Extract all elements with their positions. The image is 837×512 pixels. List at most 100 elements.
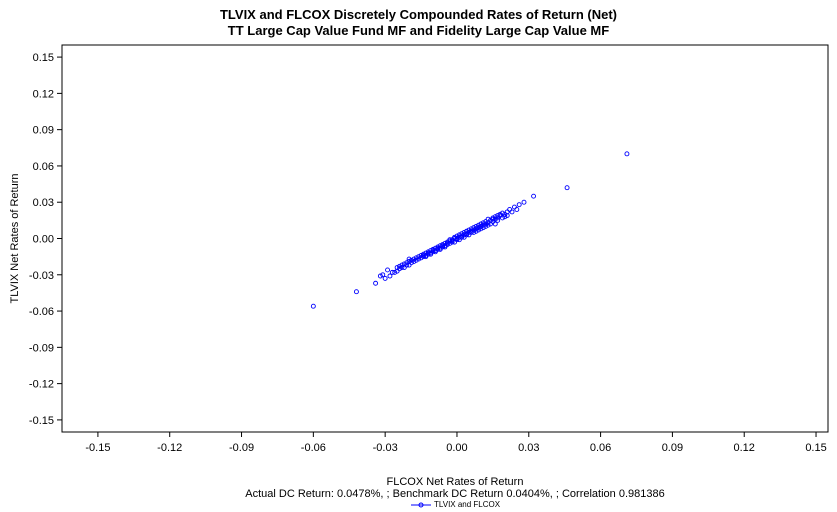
data-point [444,240,450,246]
x-tick-label: 0.06 [590,442,611,454]
data-point [466,232,472,238]
data-point [516,202,522,208]
x-tick-label: -0.15 [85,442,110,454]
data-point [478,223,484,229]
data-point [423,254,429,260]
data-point [468,228,474,234]
data-point [425,250,431,256]
data-point [495,217,501,223]
data-point [373,280,379,286]
y-axis-label: TLVIX Net Rates of Return [9,173,21,303]
chart-footnote: Actual DC Return: 0.0478%, ; Benchmark D… [245,488,665,500]
data-point [452,239,458,245]
data-point [392,269,398,275]
data-point [473,228,479,234]
data-point [478,226,484,232]
data-point [421,252,426,258]
y-tick-label: -0.12 [29,379,54,391]
data-point [500,215,505,221]
data-point [404,260,410,266]
data-point [442,244,448,250]
data-point [380,272,386,278]
data-point [504,213,510,218]
x-tick-label: 0.15 [805,442,826,454]
data-point [428,251,434,257]
x-tick-label: 0.09 [662,442,683,454]
data-point [492,216,498,222]
data-point [495,215,501,221]
data-point [492,221,498,227]
data-point [497,211,503,217]
data-point [461,230,467,235]
data-point [399,265,405,270]
x-tick-label: -0.06 [301,442,326,454]
y-tick-label: 0.09 [33,125,54,137]
x-axis: -0.15 -0.12 -0.09 -0.06 -0.03 0.00 0.03 0.06 0.0… [85,432,827,454]
data-point [480,220,486,226]
data-point [509,209,515,215]
data-point [473,223,479,229]
data-point [452,234,458,240]
data-point [624,151,630,157]
legend: TLVIX and FLCOX [0,500,837,509]
data-point [399,262,405,268]
data-point [478,221,484,227]
data-point [456,232,462,238]
data-point [480,222,486,228]
data-point [413,255,419,261]
data-point [476,225,481,231]
data-point [456,237,462,243]
data-point [440,243,446,249]
data-point [409,257,414,263]
data-point [389,269,395,275]
y-tick-label: 0.00 [33,234,54,246]
data-point [353,289,359,295]
data-point [564,185,570,191]
x-tick-label: 0.03 [518,442,539,454]
data-point [459,233,465,239]
data-point [437,246,443,252]
plot-frame [61,44,829,433]
data-point [483,221,489,227]
y-tick-label: -0.15 [29,415,54,427]
chart-title: TLVIX and FLCOX Discretely Compounded Ra… [219,7,617,22]
plot-area-border [61,44,829,433]
data-point [382,275,388,281]
y-tick-label: 0.12 [33,88,54,100]
data-point [447,240,453,246]
x-tick-label: 0.12 [734,442,755,454]
data-point [435,245,441,251]
data-point [377,273,383,279]
data-point [521,199,527,205]
data-point [476,222,481,228]
data-point [394,265,400,270]
data-point [411,256,417,262]
y-tick-label: -0.09 [29,342,54,354]
data-point [454,236,460,241]
data-point [385,267,390,273]
data-point [480,225,486,231]
x-tick-label: -0.09 [229,442,254,454]
x-axis-label: FLCOX Net Rates of Return [386,476,524,488]
data-point [485,216,491,222]
data-point [416,256,422,262]
x-tick-label: -0.12 [157,442,182,454]
data-point [471,230,477,235]
y-tick-label: -0.06 [29,306,54,318]
data-point [310,303,316,309]
data-point [464,231,469,237]
y-tick-label: 0.03 [33,197,54,209]
data-point [476,227,481,233]
data-point [418,252,424,258]
data-point [490,215,496,221]
chart-subtitle: TT Large Cap Value Fund MF and Fidelity … [227,23,610,38]
data-point [471,225,477,231]
data-point [495,213,501,218]
data-point [483,223,489,229]
data-point [511,204,517,210]
data-point [502,211,508,217]
data-point [397,263,402,269]
y-axis: 0.15 0.12 0.09 0.06 0.03 0.00 -0.03 -0.06 -0.09 -… [29,52,62,427]
data-point [406,256,412,262]
